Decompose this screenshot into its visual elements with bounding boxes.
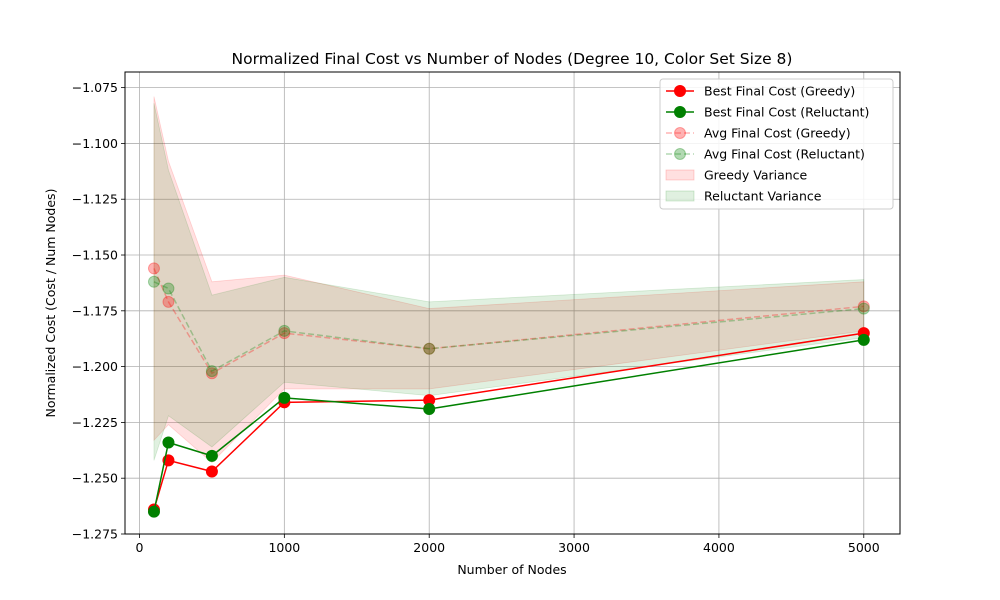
data-point <box>424 343 435 354</box>
y-tick-label: −1.100 <box>72 136 118 151</box>
data-point <box>279 392 290 403</box>
legend-label: Greedy Variance <box>704 168 808 183</box>
y-tick-label: −1.275 <box>72 527 118 542</box>
legend-label: Avg Final Cost (Reluctant) <box>704 147 865 162</box>
data-point <box>163 437 174 448</box>
legend-marker <box>675 86 686 97</box>
y-tick-label: −1.125 <box>72 192 118 207</box>
legend-label: Reluctant Variance <box>704 189 822 204</box>
data-point <box>858 334 869 345</box>
x-axis-label: Number of Nodes <box>457 562 566 577</box>
y-tick-label: −1.150 <box>72 248 118 263</box>
chart-title: Normalized Final Cost vs Number of Nodes… <box>232 50 793 68</box>
data-point <box>163 283 174 294</box>
y-axis-label: Normalized Cost (Cost / Num Nodes) <box>43 189 58 418</box>
x-tick-label: 2000 <box>413 540 445 555</box>
legend: Best Final Cost (Greedy) Best Final Cost … <box>660 79 893 209</box>
legend-item: Reluctant Variance <box>666 189 822 204</box>
data-point <box>163 296 174 307</box>
x-tick-label: 4000 <box>703 540 735 555</box>
x-tick-label: 3000 <box>558 540 590 555</box>
data-point <box>206 366 217 377</box>
data-point <box>206 466 217 477</box>
data-point <box>148 276 159 287</box>
legend-marker <box>675 128 686 139</box>
x-tick-label: 5000 <box>848 540 880 555</box>
data-point <box>148 263 159 274</box>
legend-swatch <box>666 191 694 201</box>
y-tick-label: −1.075 <box>72 80 118 95</box>
data-point <box>279 325 290 336</box>
y-tick-label: −1.175 <box>72 303 118 318</box>
legend-item: Greedy Variance <box>666 168 808 183</box>
legend-label: Avg Final Cost (Greedy) <box>704 126 851 141</box>
data-point <box>424 404 435 415</box>
data-point <box>148 506 159 517</box>
x-tick-label: 1000 <box>268 540 300 555</box>
legend-label: Best Final Cost (Reluctant) <box>704 105 869 120</box>
y-tick-label: −1.200 <box>72 359 118 374</box>
legend-label: Best Final Cost (Greedy) <box>704 84 855 99</box>
legend-marker <box>675 149 686 160</box>
legend-marker <box>675 107 686 118</box>
data-point <box>206 450 217 461</box>
y-tick-label: −1.250 <box>72 471 118 486</box>
legend-swatch <box>666 170 694 180</box>
x-tick-label: 0 <box>136 540 144 555</box>
data-point <box>858 303 869 314</box>
y-tick-label: −1.225 <box>72 415 118 430</box>
